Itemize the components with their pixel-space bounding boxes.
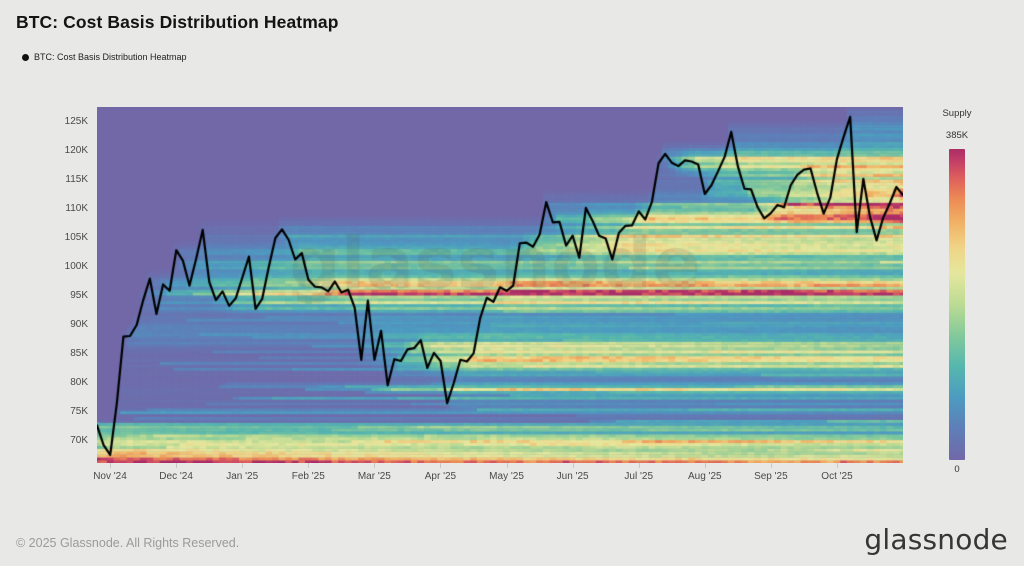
x-tick-mark bbox=[110, 463, 111, 468]
colorbar-title: Supply bbox=[942, 108, 972, 119]
y-tick-label: 95K bbox=[70, 290, 88, 302]
y-tick-label: 120K bbox=[64, 145, 88, 157]
x-tick-label: Mar '25 bbox=[357, 471, 391, 482]
colorbar-min-label: 0 bbox=[954, 464, 960, 475]
y-tick-label: 70K bbox=[70, 434, 88, 446]
y-tick-label: 115K bbox=[65, 174, 88, 186]
x-tick-label: May '25 bbox=[489, 471, 524, 482]
y-tick-label: 110K bbox=[65, 203, 88, 215]
legend-label: BTC: Cost Basis Distribution Heatmap bbox=[34, 52, 187, 62]
colorbar-max-label: 385K bbox=[945, 130, 969, 141]
y-tick-label: 85K bbox=[70, 347, 88, 359]
x-tick-label: Apr '25 bbox=[424, 471, 457, 482]
x-tick-label: Dec '24 bbox=[159, 471, 193, 482]
footer-copyright: © 2025 Glassnode. All Rights Reserved. bbox=[16, 536, 240, 550]
x-tick-label: Jun '25 bbox=[556, 471, 589, 482]
price-heatmap-plot bbox=[97, 107, 903, 463]
x-tick-label: Feb '25 bbox=[291, 471, 325, 482]
y-tick-label: 75K bbox=[70, 405, 88, 417]
x-tick-mark bbox=[176, 463, 178, 468]
x-tick-mark bbox=[242, 463, 244, 468]
heatmap-canvas[interactable] bbox=[97, 107, 903, 463]
y-tick-label: 105K bbox=[64, 232, 88, 244]
chart-legend-item[interactable]: BTC: Cost Basis Distribution Heatmap bbox=[22, 52, 187, 62]
x-tick-mark bbox=[572, 463, 574, 468]
y-tick-label: 125K bbox=[64, 116, 88, 128]
y-tick-label: 100K bbox=[64, 261, 88, 273]
x-tick-label: Jul '25 bbox=[624, 471, 654, 482]
x-tick-mark bbox=[836, 463, 838, 468]
x-tick-label: Aug '25 bbox=[687, 471, 722, 482]
x-tick-label: Jan '25 bbox=[226, 471, 259, 482]
page-title: BTC: Cost Basis Distribution Heatmap bbox=[16, 12, 339, 32]
x-tick-mark bbox=[374, 463, 376, 468]
legend-dot-icon bbox=[22, 53, 29, 61]
x-tick-mark bbox=[770, 463, 772, 468]
y-tick-label: 90K bbox=[70, 319, 88, 330]
supply-colorbar bbox=[949, 149, 965, 460]
y-tick-label: 80K bbox=[70, 376, 88, 388]
x-tick-mark bbox=[440, 463, 442, 468]
x-tick-mark bbox=[506, 463, 508, 468]
x-tick-mark bbox=[638, 463, 640, 468]
x-tick-label: Sep '25 bbox=[754, 471, 788, 482]
glassnode-logo: glassnode bbox=[864, 523, 1008, 556]
x-tick-label: Nov '24 bbox=[93, 471, 127, 482]
x-tick-label: Oct '25 bbox=[821, 471, 853, 482]
x-tick-mark bbox=[704, 463, 706, 468]
x-tick-mark bbox=[308, 463, 310, 468]
